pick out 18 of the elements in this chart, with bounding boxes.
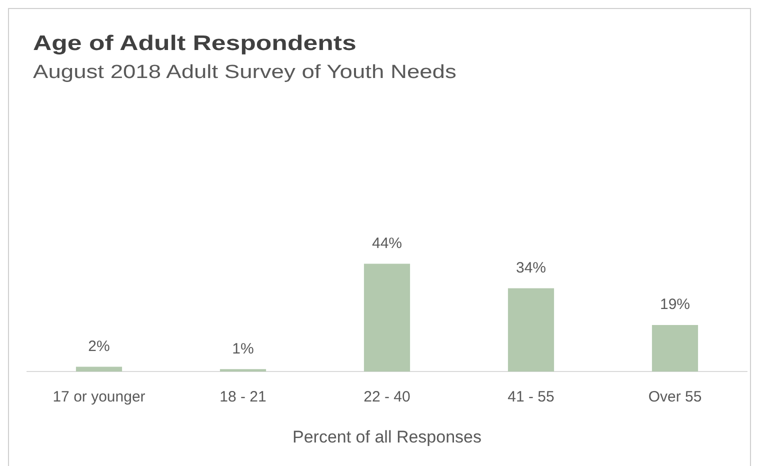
chart-subtitle: August 2018 Adult Survey of Youth Needs bbox=[33, 62, 456, 84]
x-tick-label: 17 or younger bbox=[52, 388, 146, 406]
x-tick-label: Over 55 bbox=[648, 388, 702, 406]
bar bbox=[220, 369, 266, 372]
data-label: 19% bbox=[660, 296, 690, 314]
x-axis-title: Percent of all Responses bbox=[292, 427, 482, 446]
x-tick-label: 22 - 40 bbox=[364, 388, 410, 406]
x-tick-label: 41 - 55 bbox=[508, 388, 554, 406]
data-label: 1% bbox=[232, 340, 254, 358]
data-label: 34% bbox=[516, 259, 546, 276]
bar bbox=[652, 325, 698, 372]
x-tick-label: 18 - 21 bbox=[220, 388, 266, 406]
data-label: 44% bbox=[372, 234, 402, 252]
bar bbox=[508, 288, 554, 372]
data-label: 2% bbox=[88, 338, 110, 355]
bar bbox=[76, 366, 122, 372]
bar bbox=[364, 264, 410, 372]
chart-title: Age of Adult Respondents bbox=[33, 32, 356, 56]
